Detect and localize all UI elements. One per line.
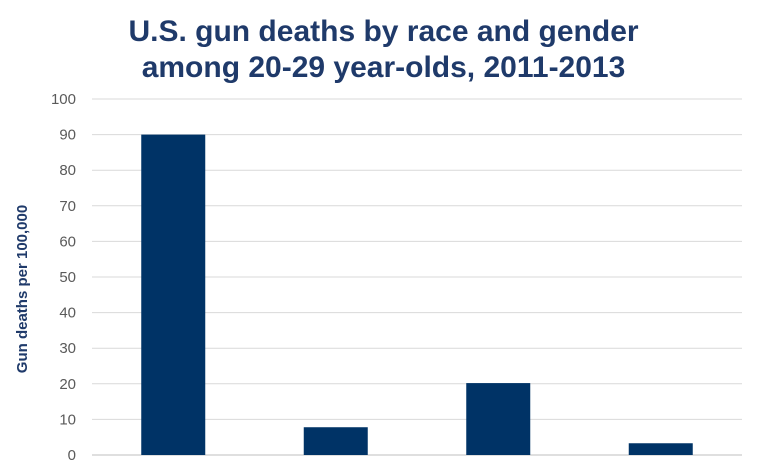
y-tick-label: 80 [59,162,76,179]
y-tick-label: 40 [59,305,76,322]
y-tick-label: 70 [59,198,76,215]
y-tick-label: 10 [59,411,76,428]
y-tick-label: 30 [59,340,76,357]
bar [141,134,206,455]
chart-title-line-1: U.S. gun deaths by race and gender [128,15,639,48]
y-tick-label: 0 [68,447,76,460]
y-axis-label: Gun deaths per 100,000 [14,205,31,373]
chart-title: U.S. gun deaths by race and gender among… [0,14,767,86]
y-tick-label: 20 [59,376,76,393]
chart-title-line-2: among 20-29 year-olds, 2011-2013 [141,51,626,84]
y-tick-label: 60 [59,233,76,250]
bar [303,427,368,455]
bar [466,383,531,455]
bar [628,443,693,455]
bars [141,134,693,455]
y-tick-label: 100 [51,91,76,108]
y-tick-label: 90 [59,127,76,144]
y-tick-labels: 0 10 20 30 40 50 60 70 80 90 100 [51,91,76,460]
y-tick-label: 50 [59,269,76,286]
